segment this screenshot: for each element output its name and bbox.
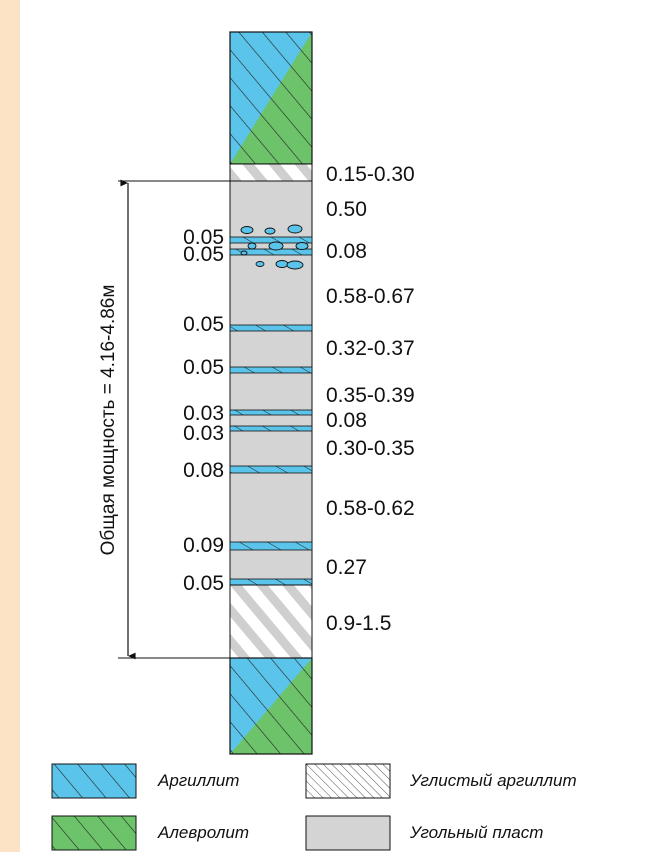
right-label: 0.08 <box>326 240 367 263</box>
legend: Аргиллит Углистый аргиллит Алевролит Уго… <box>51 763 577 851</box>
right-label: 0.35-0.39 <box>326 384 415 407</box>
right-label: 0.58-0.67 <box>326 285 415 308</box>
right-label: 0.08 <box>326 409 367 432</box>
right-label: 0.50 <box>326 198 367 221</box>
interlayer-4 <box>229 366 313 374</box>
thickness-dimension: Общая мощность = 4.16-4.86м <box>98 179 230 660</box>
interlayer-8 <box>229 541 313 551</box>
legend-label-argillite: Аргиллит <box>157 771 239 790</box>
right-label: 0.30-0.35 <box>326 437 415 460</box>
left-label: 0.09 <box>183 534 224 557</box>
legend-swatch-carbonaceous-argillite <box>305 763 391 799</box>
total-thickness-label: Общая мощность = 4.16-4.86м <box>98 285 119 556</box>
top-rock-layer <box>229 31 313 165</box>
left-labels: 0.05 0.05 0.05 0.05 0.03 0.03 0.08 0.09 … <box>183 226 224 595</box>
left-label: 0.05 <box>183 572 224 595</box>
left-label: 0.03 <box>183 402 224 425</box>
legend-swatch-aleurolite <box>51 815 137 851</box>
bottom-rock-layer <box>229 657 313 755</box>
left-label: 0.08 <box>183 459 224 482</box>
right-label: 0.15-0.30 <box>326 163 415 186</box>
legend-label-coal: Угольный пласт <box>409 823 543 842</box>
interlayer-1 <box>229 236 313 244</box>
left-label: 0.05 <box>183 356 224 379</box>
left-label: 0.05 <box>183 243 224 266</box>
legend-label-aleurolite: Алевролит <box>157 823 249 842</box>
layer-carbonaceous-bottom <box>229 584 313 659</box>
right-labels: 0.15-0.30 0.50 0.08 0.58-0.67 0.32-0.37 … <box>326 163 415 635</box>
right-label: 0.32-0.37 <box>326 337 415 360</box>
interlayer-6 <box>229 425 313 432</box>
interlayer-3 <box>229 324 313 332</box>
layer-carbonaceous-top <box>229 163 313 182</box>
interlayers <box>229 236 313 586</box>
right-label: 0.58-0.62 <box>326 497 415 520</box>
legend-swatch-argillite <box>51 763 137 799</box>
interlayer-5 <box>229 409 313 416</box>
right-label: 0.9-1.5 <box>326 612 391 635</box>
legend-label-carbonaceous-argillite: Углистый аргиллит <box>409 771 577 790</box>
left-label: 0.05 <box>183 226 224 249</box>
left-label: 0.03 <box>183 422 224 445</box>
left-label: 0.05 <box>183 313 224 336</box>
interlayer-7 <box>229 465 313 474</box>
nodules <box>240 224 309 270</box>
interlayer-9 <box>229 578 313 586</box>
right-label: 0.27 <box>326 556 367 579</box>
legend-swatch-coal <box>305 815 391 851</box>
